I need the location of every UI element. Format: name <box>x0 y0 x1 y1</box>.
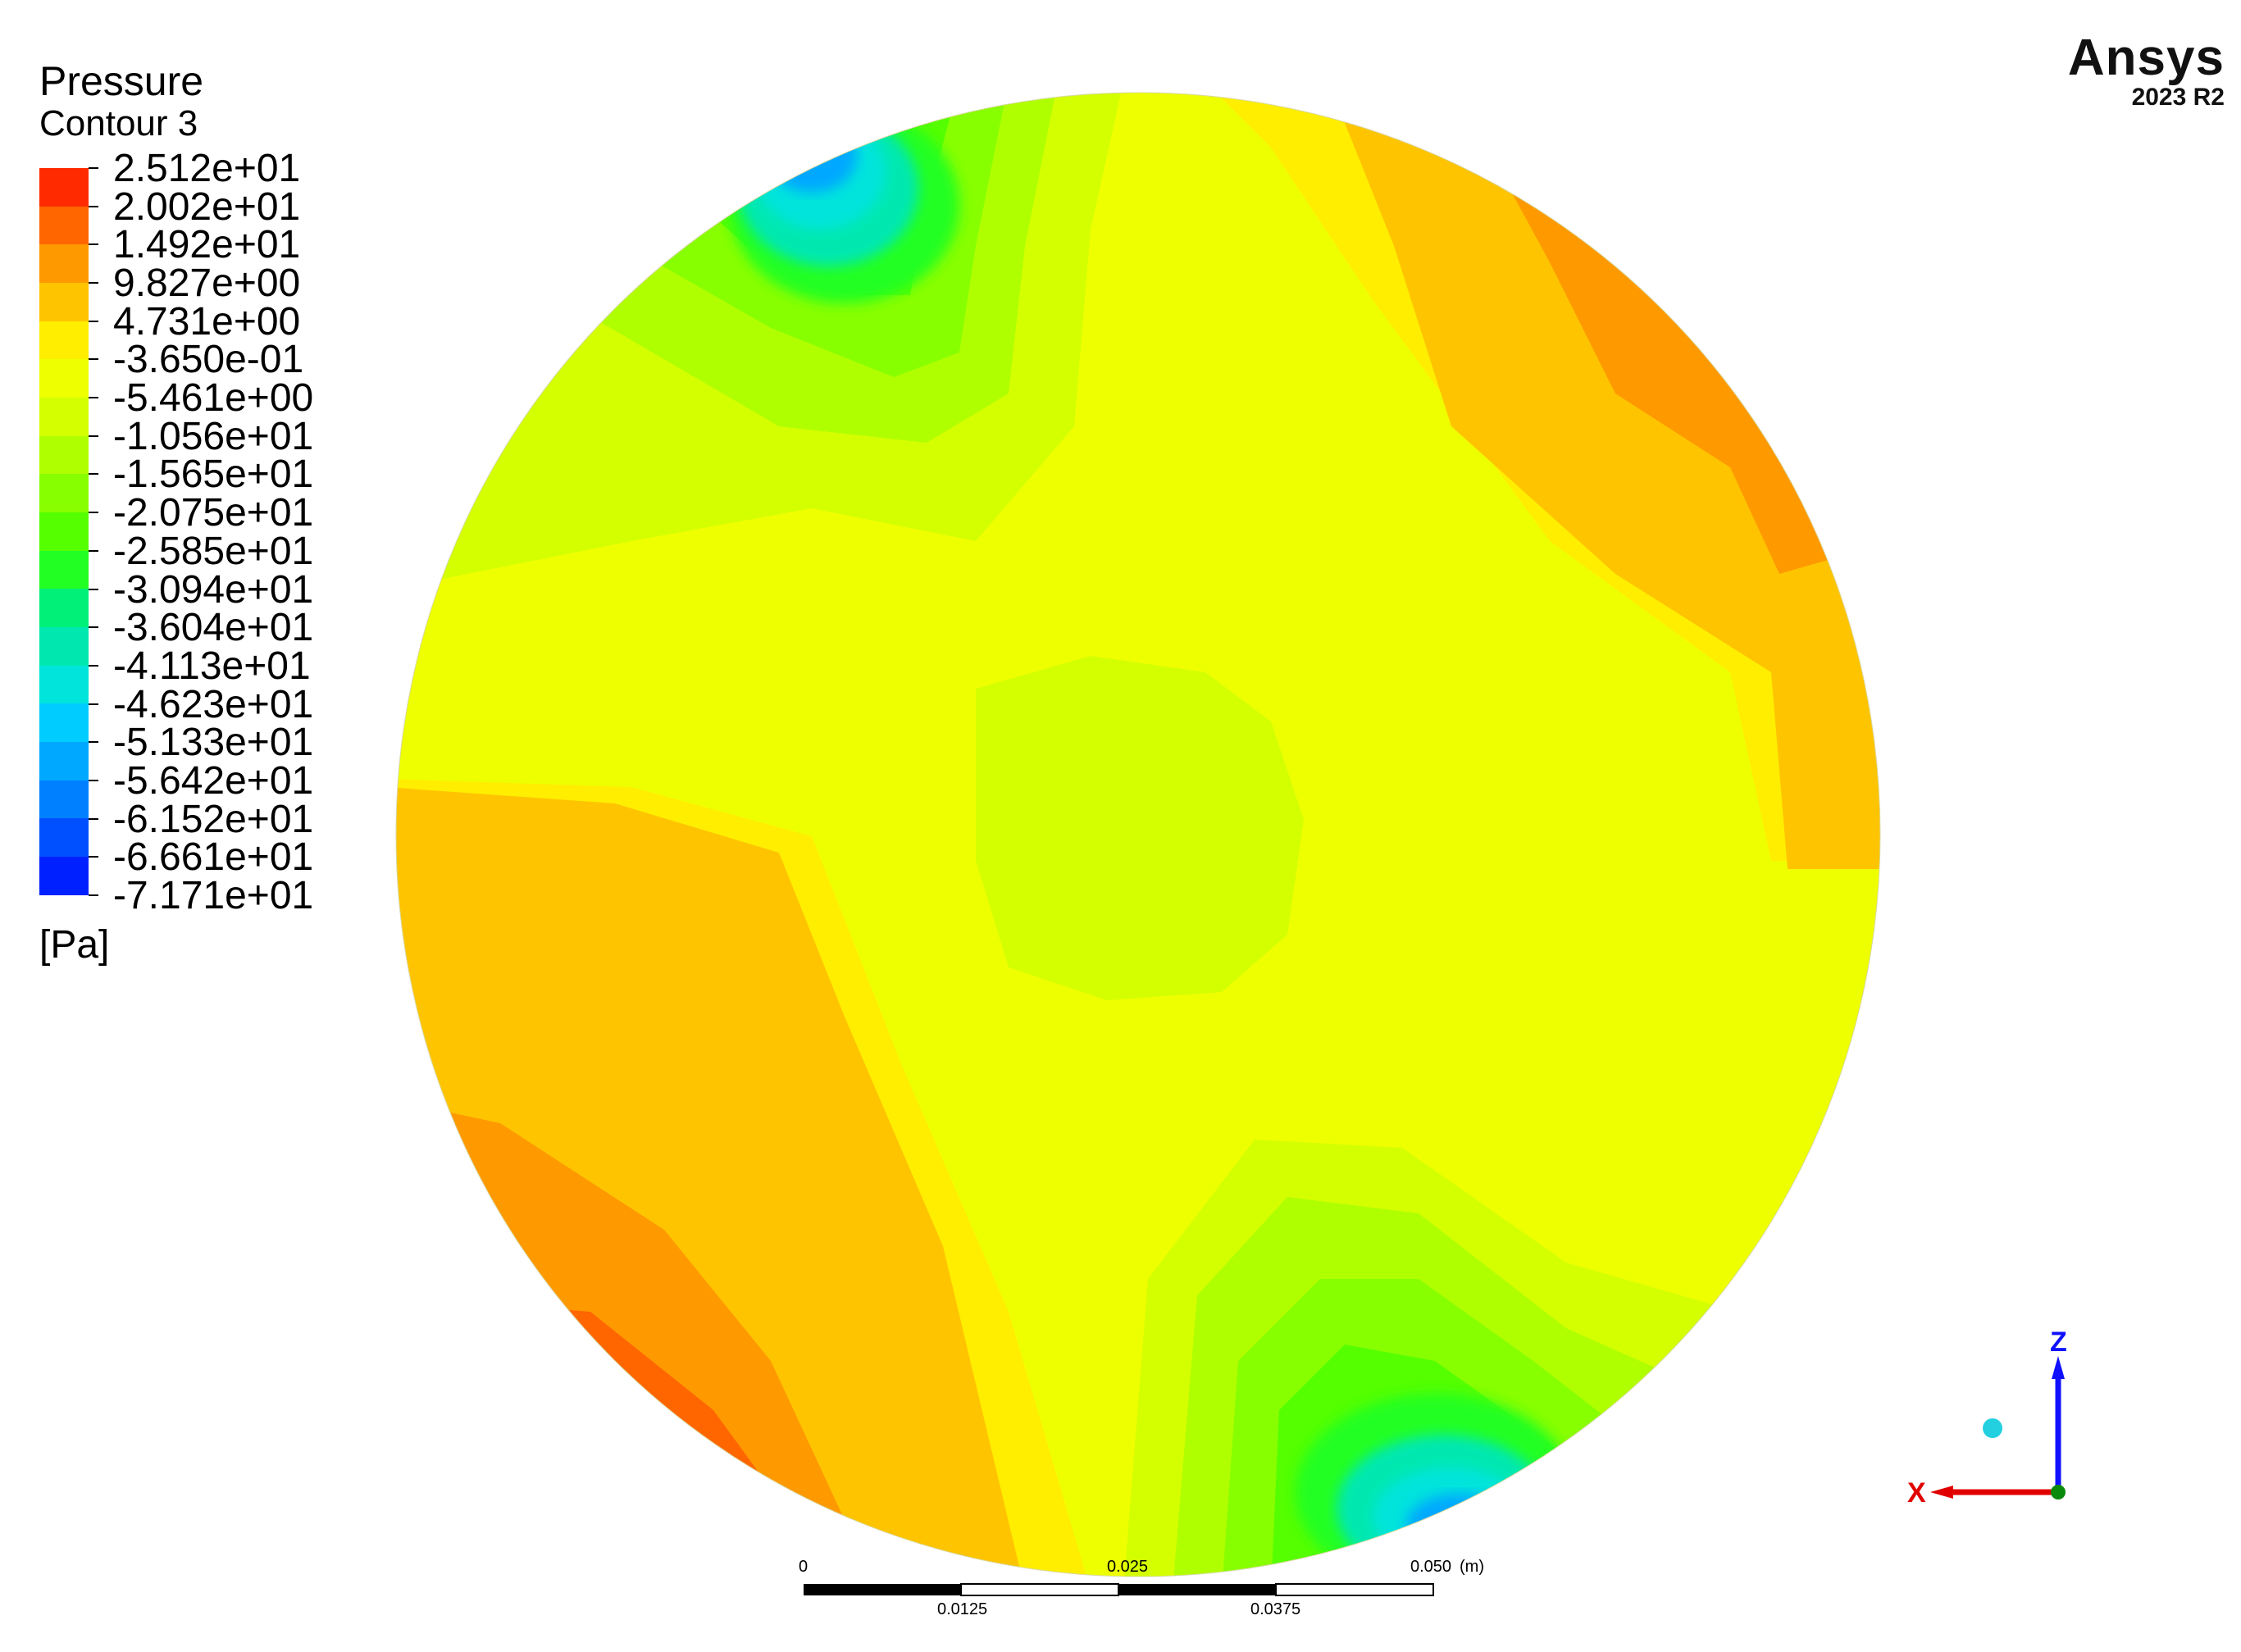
scale-label-0.050: 0.050 <box>1410 1558 1452 1576</box>
level-label: 2.002e+01 <box>113 184 301 229</box>
level-label: 1.492e+01 <box>113 223 301 267</box>
level-label: -1.056e+01 <box>113 414 314 458</box>
level-label: -3.604e+01 <box>113 606 314 650</box>
color-swatch <box>39 398 89 436</box>
color-bar-tick <box>89 856 98 858</box>
color-bar-tick <box>89 664 98 667</box>
level-label: 4.731e+00 <box>113 299 301 344</box>
color-swatch <box>39 703 89 743</box>
color-swatch <box>39 512 89 551</box>
color-swatch <box>39 742 89 780</box>
color-bar-tick <box>89 549 98 552</box>
x-axis-label: X <box>1907 1477 1926 1509</box>
color-bar-tick <box>89 894 98 896</box>
scale-ruler <box>804 1583 1434 1596</box>
color-bar-tick <box>89 817 98 820</box>
z-axis-label: Z <box>2050 1328 2067 1358</box>
level-label: -4.113e+01 <box>113 644 311 688</box>
level-label: 9.827e+00 <box>113 262 301 306</box>
level-label: -5.461e+00 <box>113 376 314 421</box>
scale-label-0.025: 0.025 <box>1107 1558 1149 1576</box>
level-label: -2.075e+01 <box>113 491 314 535</box>
color-bar-tick <box>89 358 98 361</box>
color-swatch <box>39 435 89 475</box>
level-label: -6.152e+01 <box>113 797 314 841</box>
level-label: -3.650e-01 <box>113 338 304 382</box>
color-bar-tick <box>89 741 98 744</box>
color-bar-tick <box>89 282 98 284</box>
legend-subtitle: Contour 3 <box>39 103 198 143</box>
level-label: -5.133e+01 <box>113 721 314 765</box>
color-bar-tick <box>89 473 98 476</box>
color-bar-tick <box>89 205 98 207</box>
scale-label-0: 0 <box>799 1558 808 1576</box>
brand-version: 2023 R2 <box>2131 84 2225 111</box>
color-bar-tick <box>89 703 98 705</box>
color-bar-tick <box>89 397 98 399</box>
pressure-contour-plot[interactable] <box>385 82 1894 1591</box>
color-swatch <box>39 857 89 895</box>
color-swatch <box>39 244 89 284</box>
color-bar-tick <box>89 320 98 322</box>
level-label: -3.094e+01 <box>113 567 314 612</box>
color-bar-tick <box>89 626 98 629</box>
scale-bar: 0 0.025 0.050 (m) 0.0125 0.0375 <box>799 1558 1484 1623</box>
axis-triad[interactable]: Z X <box>1902 1328 2099 1525</box>
color-bar-tick <box>89 779 98 781</box>
color-swatch <box>39 589 89 628</box>
level-label: -5.642e+01 <box>113 758 314 803</box>
legend-title: Pressure <box>39 58 204 104</box>
level-label: -6.661e+01 <box>113 835 314 880</box>
scale-unit: (m) <box>1460 1558 1484 1576</box>
color-swatch <box>39 321 89 360</box>
color-swatch <box>39 780 89 819</box>
color-swatch <box>39 665 89 704</box>
color-bar-tick <box>89 243 98 246</box>
level-label: -1.565e+01 <box>113 453 314 497</box>
color-swatch <box>39 627 89 666</box>
color-swatch <box>39 283 89 321</box>
level-label: -4.623e+01 <box>113 682 314 726</box>
ansys-logo: Ansys 2023 R2 <box>2068 33 2225 111</box>
level-label: 2.512e+01 <box>113 147 301 190</box>
color-swatch <box>39 206 89 245</box>
color-bar-tick <box>89 588 98 590</box>
color-swatch <box>39 168 89 207</box>
level-label: -7.171e+01 <box>113 874 314 917</box>
color-swatch <box>39 550 89 589</box>
level-label: -2.585e+01 <box>113 529 314 573</box>
color-bar-tick <box>89 167 98 169</box>
color-bar-tick <box>89 435 98 437</box>
color-swatch <box>39 359 89 398</box>
color-bar <box>39 168 89 895</box>
scale-label-0.0375: 0.0375 <box>1250 1600 1301 1618</box>
color-bar-ticks <box>89 167 98 896</box>
brand-name: Ansys <box>2067 30 2225 86</box>
legend-unit: [Pa] <box>39 923 110 967</box>
color-bar-tick <box>89 512 98 514</box>
legend: Pressure Contour 3 <box>39 59 203 143</box>
color-swatch <box>39 818 89 858</box>
color-swatch <box>39 474 89 513</box>
scale-label-0.0125: 0.0125 <box>937 1600 988 1618</box>
